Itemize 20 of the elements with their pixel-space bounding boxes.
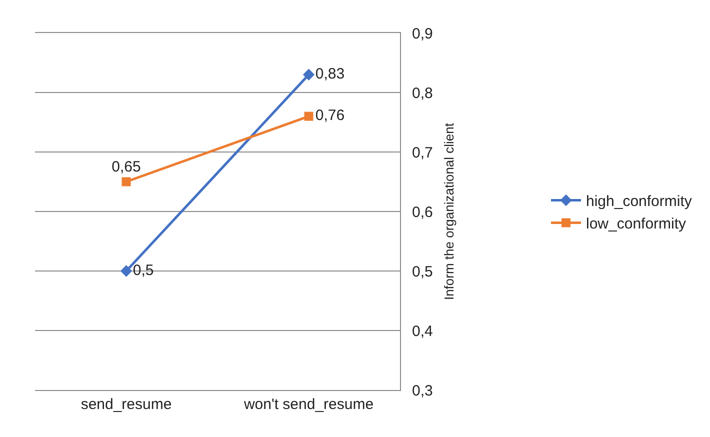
y-tick-label: 0,5 <box>412 263 433 280</box>
x-tick-label: send_resume <box>80 396 172 413</box>
x-tick-label: won't send_resume <box>242 396 374 413</box>
data-label: 0,83 <box>315 65 345 82</box>
point <box>122 177 131 186</box>
data-label: 0,5 <box>132 262 154 279</box>
legend-label: high_conformity <box>586 193 692 210</box>
y-tick-label: 0,3 <box>412 382 433 400</box>
y-tick-label: 0,4 <box>412 322 433 340</box>
legend-label: low_conformity <box>586 216 687 233</box>
data-label: 0,65 <box>112 158 141 176</box>
y-tick-label: 0,6 <box>412 204 433 221</box>
y-axis-title: Inform the organizational client <box>441 122 456 300</box>
point <box>304 112 314 121</box>
y-tick-label: 0,9 <box>412 25 433 42</box>
y-tick-label: 0,8 <box>412 84 433 102</box>
point <box>302 68 315 80</box>
y-tick-label: 0,7 <box>412 144 433 162</box>
data-label: 0,76 <box>315 107 345 124</box>
point <box>120 265 132 277</box>
